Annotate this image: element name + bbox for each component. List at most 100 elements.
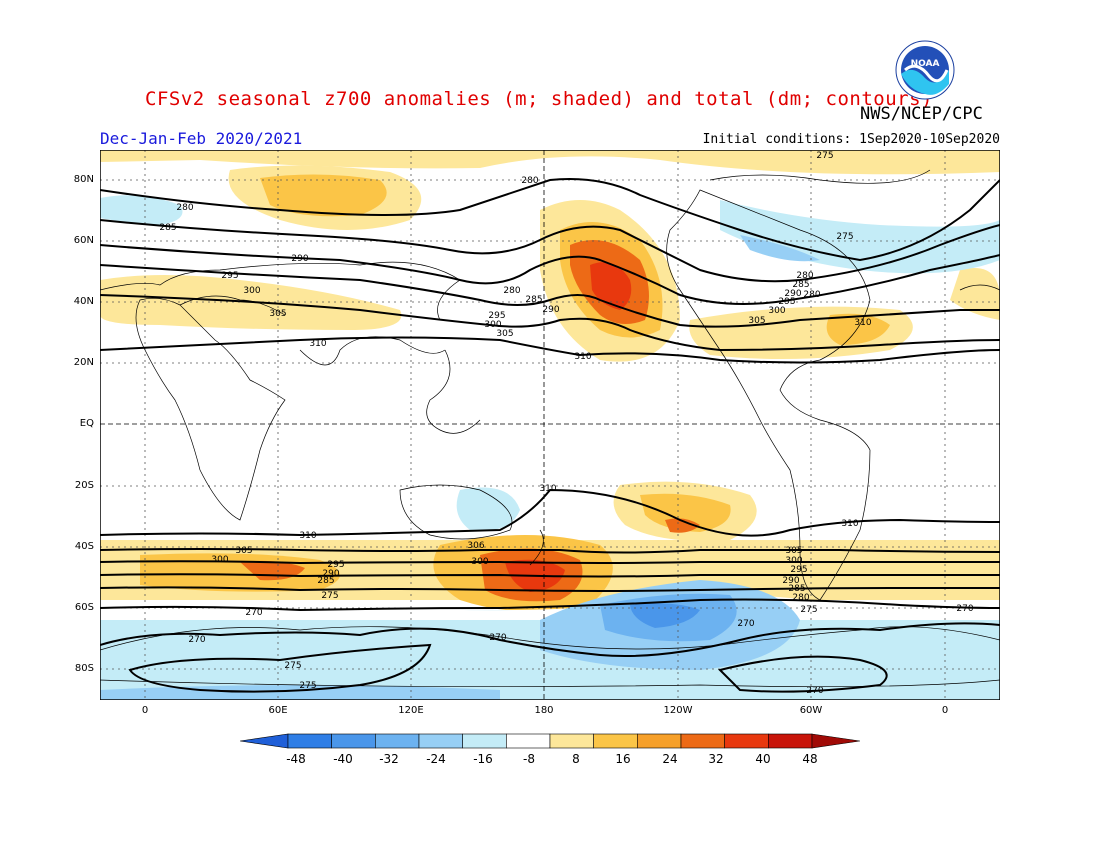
contour-label: 310: [841, 519, 858, 529]
contour-label: 305: [785, 546, 802, 556]
contour-label: 295: [790, 565, 807, 575]
contour-label: 295: [327, 560, 344, 570]
contour-label: 300: [243, 286, 260, 296]
colorbar-segment: [375, 733, 420, 749]
colorbar-label: -48: [286, 752, 306, 766]
lon-tick-label: 60E: [268, 705, 288, 716]
contour-label: 290: [291, 254, 308, 264]
contour-label: 310: [309, 339, 326, 349]
contour-label: 280: [176, 203, 193, 213]
contour-labels-nh: 275 280 280 285 290 295 300 305 310 280 …: [159, 151, 871, 362]
colorbar-segment: [331, 733, 376, 749]
contour-label: 295: [488, 311, 505, 321]
colorbar-segment: [418, 733, 463, 749]
lon-tick-label: 0: [941, 705, 949, 716]
colorbar-label: -24: [426, 752, 446, 766]
world-map-plot: 275 280 280 285 290 295 300 305 310 280 …: [100, 150, 1000, 700]
contour-label: 270: [245, 608, 262, 618]
colorbar-segment: [462, 733, 507, 749]
colorbar-segment: [506, 733, 551, 749]
lat-tick-label: 60N: [73, 235, 94, 246]
colorbar-label: -40: [333, 752, 353, 766]
contour-label: 305: [235, 546, 252, 556]
colorbar-label: 40: [755, 752, 771, 766]
contour-label: 280: [792, 593, 809, 603]
lat-tick-label: 20S: [74, 480, 94, 491]
contour-label: 290: [542, 305, 559, 315]
contour-label: 280: [521, 176, 538, 186]
colorbar-label: 8: [572, 752, 580, 766]
contour-labels-sh: 310 310 310 305 300 295 290 285 275 306 …: [188, 484, 973, 696]
contour-label: 270: [737, 619, 754, 629]
contour-label: 275: [299, 681, 316, 691]
lat-tick-label: 60S: [74, 602, 94, 613]
contour-label: 275: [284, 661, 301, 671]
colorbar-high-triangle: [811, 733, 860, 749]
colorbar-label: 32: [708, 752, 724, 766]
agency-label: NWS/NCEP/CPC: [860, 104, 983, 124]
lon-tick-label: 180: [534, 705, 554, 716]
contour-label: 300: [471, 557, 488, 567]
chart-title: CFSv2 seasonal z700 anomalies (m; shaded…: [145, 88, 933, 110]
contour-label: 305: [748, 316, 765, 326]
contour-label: 305: [496, 329, 513, 339]
colorbar-segment: [680, 733, 725, 749]
lon-tick-label: 120E: [398, 705, 424, 716]
contour-label: 310: [539, 484, 556, 494]
contour-label: 285: [788, 584, 805, 594]
contour-label: 310: [854, 318, 871, 328]
colorbar-label: -32: [379, 752, 399, 766]
lon-tick-label: 0: [141, 705, 149, 716]
colorbar-label: 48: [802, 752, 818, 766]
contour-label: 290: [784, 289, 801, 299]
colorbar-segment: [287, 733, 332, 749]
noaa-logo-icon: NOAA: [895, 40, 955, 100]
contour-label: 270: [188, 635, 205, 645]
contour-label: 295: [221, 271, 238, 281]
contour-label: 310: [299, 531, 316, 541]
initial-conditions-label: Initial conditions: 1Sep2020-10Sep2020: [702, 132, 1000, 147]
svg-text:NOAA: NOAA: [911, 59, 940, 69]
contour-label: 285: [317, 576, 334, 586]
contour-label: 280: [796, 271, 813, 281]
contour-label: 275: [836, 232, 853, 242]
contour-label: 290: [322, 569, 339, 579]
colorbar-segment: [549, 733, 594, 749]
contour-label: 275: [800, 605, 817, 615]
lat-tick-label: 80S: [74, 663, 94, 674]
colorbar-label: 24: [662, 752, 678, 766]
equator-and-dateline: [100, 150, 1000, 700]
colorbar-low-triangle: [240, 733, 289, 749]
colorbar-label: -16: [473, 752, 493, 766]
height-contours: [100, 178, 1000, 693]
contour-label: 270: [956, 604, 973, 614]
colorbar-segment: [637, 733, 682, 749]
contour-label: 300: [211, 555, 228, 565]
lat-tick-label: 40N: [73, 296, 94, 307]
colorbar-label: 16: [615, 752, 631, 766]
contour-label: 285: [159, 223, 176, 233]
positive-anomaly-shading: [100, 150, 1000, 612]
contour-label: 270: [489, 633, 506, 643]
contour-label: 280: [503, 286, 520, 296]
contour-label: 300: [768, 306, 785, 316]
lon-tick-label: 60W: [799, 705, 823, 716]
lat-tick-label: 40S: [74, 541, 94, 552]
contour-label: 285: [525, 295, 542, 305]
lat-tick-label: 20N: [73, 357, 94, 368]
contour-label: 275: [816, 151, 833, 161]
colorbar-label: -8: [523, 752, 535, 766]
anomaly-colorbar: [240, 733, 860, 749]
contour-label: 300: [785, 556, 802, 566]
contour-label: 305: [269, 309, 286, 319]
contour-label: 270: [806, 686, 823, 696]
contour-label: 280: [803, 290, 820, 300]
lat-tick-label: 80N: [73, 174, 94, 185]
contour-label: 285: [792, 280, 809, 290]
season-label: Dec-Jan-Feb 2020/2021: [100, 129, 303, 148]
colorbar-segment: [593, 733, 638, 749]
contour-label: 300: [484, 320, 501, 330]
contour-label: 295: [778, 297, 795, 307]
contour-label: 290: [782, 576, 799, 586]
lon-tick-label: 120W: [663, 705, 693, 716]
